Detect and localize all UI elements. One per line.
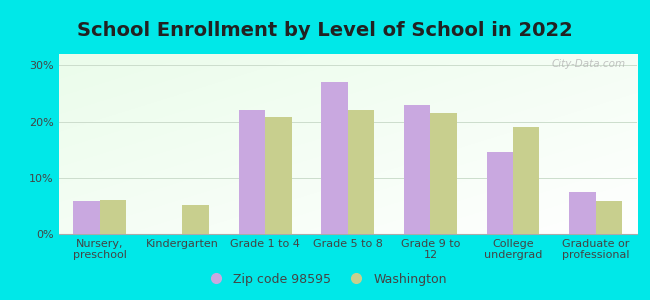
Bar [569, 192, 595, 234]
Bar [100, 200, 126, 234]
Bar [404, 105, 430, 234]
Bar [430, 113, 457, 234]
Bar [487, 152, 513, 234]
Legend: Zip code 98595, Washington: Zip code 98595, Washington [198, 268, 452, 291]
Bar [239, 110, 265, 234]
Text: School Enrollment by Level of School in 2022: School Enrollment by Level of School in … [77, 21, 573, 40]
Bar [73, 201, 100, 234]
Bar [595, 201, 622, 234]
Bar [513, 127, 540, 234]
Bar [348, 110, 374, 234]
Bar [321, 82, 348, 234]
Bar [183, 205, 209, 234]
Bar [265, 117, 292, 234]
Text: City-Data.com: City-Data.com [551, 59, 625, 69]
